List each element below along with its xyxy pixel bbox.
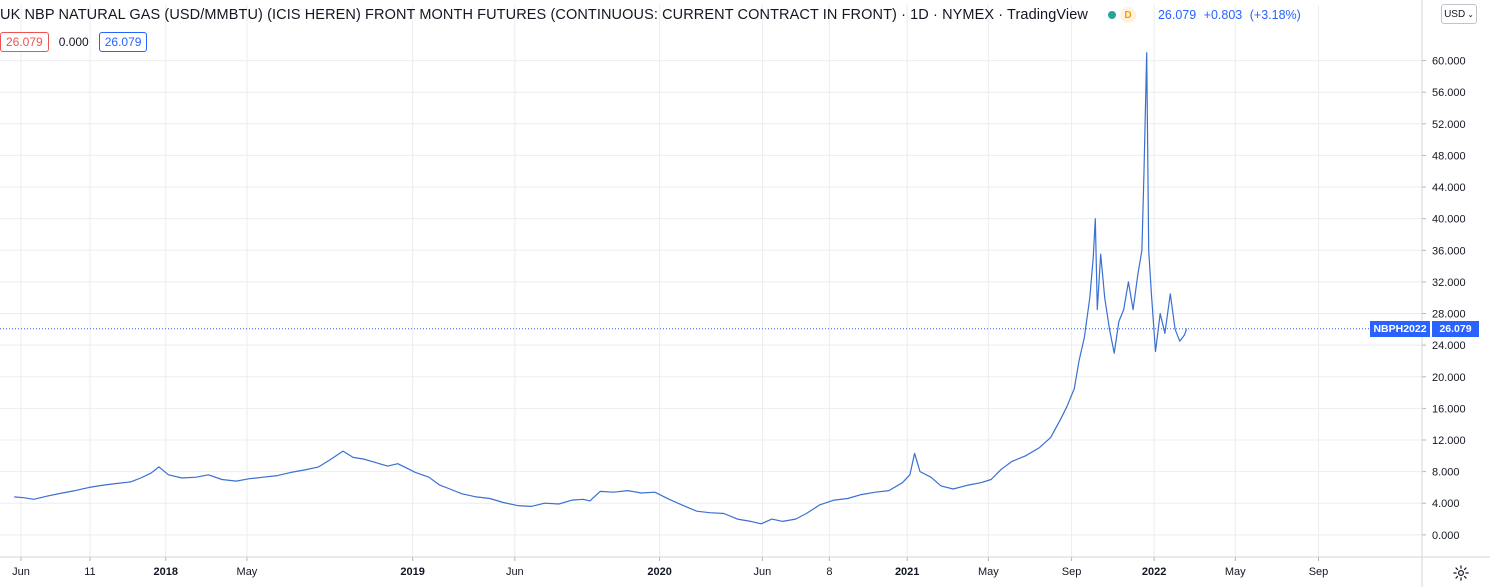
y-tick-label: 8.000	[1432, 467, 1460, 479]
currency-label: USD	[1444, 8, 1466, 20]
chart-title-bar: UK NBP NATURAL GAS (USD/MMBTU) (ICIS HER…	[0, 4, 1305, 26]
y-tick-label: 60.000	[1432, 56, 1466, 68]
title-change-pct: (+3.18%)	[1249, 8, 1301, 22]
x-tick-label: May	[237, 566, 258, 578]
x-tick-label: 2022	[1142, 566, 1166, 578]
y-tick-label: 52.000	[1432, 119, 1466, 131]
last-price-label: 26.079	[1432, 320, 1479, 337]
ohlc-value-mid: 0.000	[58, 35, 89, 49]
y-tick-label: 32.000	[1432, 277, 1466, 289]
data-delay-icon: D	[1119, 7, 1136, 23]
x-tick-label: Sep	[1062, 566, 1082, 578]
ohlc-row: 26.079 0.000 26.079	[0, 32, 148, 52]
x-tick-label: May	[978, 566, 999, 578]
y-tick-label: 24.000	[1432, 340, 1466, 352]
y-tick-label: 56.000	[1432, 87, 1466, 99]
x-tick-label: Jun	[12, 566, 30, 578]
y-tick-label: 12.000	[1432, 435, 1466, 447]
x-tick-label: May	[1225, 566, 1246, 578]
x-tick-label: Jun	[506, 566, 524, 578]
y-tick-label: 36.000	[1432, 245, 1466, 257]
ohlc-value-right: 26.079	[98, 32, 148, 52]
y-tick-label: 16.000	[1432, 403, 1466, 415]
title-price-values: 26.079 +0.803 (+3.18%)	[1158, 8, 1305, 22]
y-tick-label: 44.000	[1432, 182, 1466, 194]
x-tick-label: 2018	[153, 566, 177, 578]
title-last-price: 26.079	[1157, 8, 1197, 22]
y-tick-label: 48.000	[1432, 150, 1466, 162]
chart-title: UK NBP NATURAL GAS (USD/MMBTU) (ICIS HER…	[0, 7, 1088, 23]
title-change: +0.803	[1203, 8, 1243, 22]
x-tick-label: 2020	[647, 566, 671, 578]
market-status-icon	[1107, 11, 1116, 19]
x-tick-label: 2021	[895, 566, 919, 578]
y-tick-label: 40.000	[1432, 214, 1466, 226]
y-tick-label: 20.000	[1432, 372, 1466, 384]
y-tick-label: 0.000	[1432, 530, 1460, 542]
series-line-nbph2022	[14, 52, 1188, 525]
symbol-price-label: NBPH2022	[1370, 320, 1430, 337]
x-tick-label: 2019	[400, 566, 424, 578]
x-tick-label: 8	[826, 566, 832, 578]
y-tick-label: 4.000	[1432, 498, 1460, 510]
gear-icon[interactable]	[1451, 563, 1471, 583]
x-tick-label: Jun	[754, 566, 772, 578]
currency-selector[interactable]: USD ⌄	[1441, 4, 1477, 24]
y-tick-label: 28.000	[1432, 309, 1466, 321]
chevron-down-icon: ⌄	[1467, 9, 1474, 19]
x-tick-label: Sep	[1309, 566, 1329, 578]
ohlc-value-left: 26.079	[0, 32, 49, 52]
x-tick-label: 11	[84, 566, 95, 578]
